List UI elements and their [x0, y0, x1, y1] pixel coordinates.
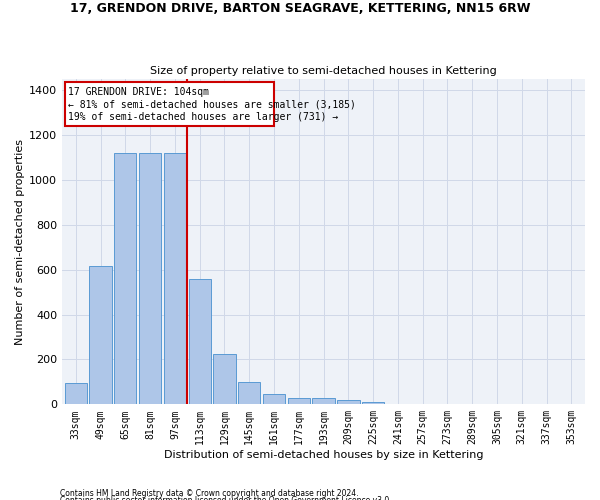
Bar [65, 383, 87, 404]
Text: 19% of semi-detached houses are larger (731) →: 19% of semi-detached houses are larger (… [68, 112, 338, 122]
Bar [287, 398, 310, 404]
Text: Contains public sector information licensed under the Open Government Licence v3: Contains public sector information licen… [60, 496, 392, 500]
Text: 17 GRENDON DRIVE: 104sqm: 17 GRENDON DRIVE: 104sqm [68, 87, 209, 97]
Bar [263, 394, 285, 404]
FancyBboxPatch shape [65, 82, 274, 126]
X-axis label: Distribution of semi-detached houses by size in Kettering: Distribution of semi-detached houses by … [164, 450, 484, 460]
Text: Contains HM Land Registry data © Crown copyright and database right 2024.: Contains HM Land Registry data © Crown c… [60, 488, 359, 498]
Bar [238, 382, 260, 404]
Bar [214, 354, 236, 405]
Bar [89, 266, 112, 404]
Bar [139, 153, 161, 405]
Y-axis label: Number of semi-detached properties: Number of semi-detached properties [15, 138, 25, 344]
Bar [114, 153, 136, 405]
Bar [313, 398, 335, 404]
Title: Size of property relative to semi-detached houses in Kettering: Size of property relative to semi-detach… [150, 66, 497, 76]
Bar [362, 402, 384, 404]
Bar [337, 400, 359, 404]
Text: 17, GRENDON DRIVE, BARTON SEAGRAVE, KETTERING, NN15 6RW: 17, GRENDON DRIVE, BARTON SEAGRAVE, KETT… [70, 2, 530, 16]
Bar [164, 153, 186, 405]
Bar [188, 278, 211, 404]
Text: ← 81% of semi-detached houses are smaller (3,185): ← 81% of semi-detached houses are smalle… [68, 100, 356, 110]
